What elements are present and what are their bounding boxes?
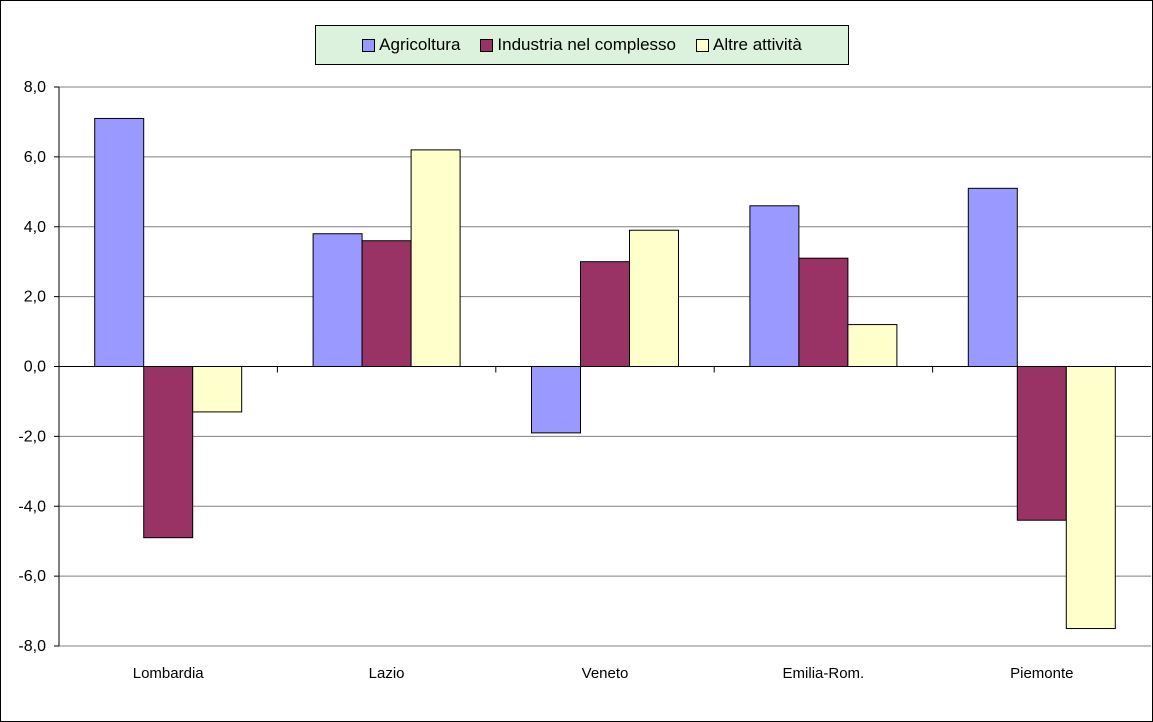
y-tick-label: -4,0 (18, 498, 46, 515)
y-tick-label: 8,0 (24, 79, 46, 96)
bar-industria-nel-complesso-lazio (361, 240, 412, 368)
legend-swatch-industria (480, 38, 494, 52)
y-tick-label: 0,0 (24, 359, 46, 376)
legend-label-agricoltura: Agricoltura (379, 35, 461, 54)
legend-swatch-agricoltura (362, 38, 376, 52)
y-tick-label: 4,0 (24, 219, 46, 236)
bar-industria-nel-complesso-emilia-rom- (798, 257, 849, 368)
bar-altre-attivit--lombardia (192, 366, 243, 413)
bar-agricoltura-veneto (531, 366, 581, 434)
legend-item-altre: Altre attività (696, 35, 802, 55)
bar-agricoltura-piemonte (967, 187, 1018, 367)
legend-label-altre: Altre attività (713, 35, 802, 54)
y-tick-label: 6,0 (24, 149, 46, 166)
bar-agricoltura-lazio (312, 233, 363, 367)
x-category-label: Veneto (582, 665, 629, 682)
legend-label-industria: Industria nel complesso (497, 35, 677, 54)
bar-altre-attivit--piemonte (1065, 366, 1116, 630)
x-category-label: Piemonte (1010, 665, 1073, 682)
bar-industria-nel-complesso-veneto (580, 261, 630, 367)
legend-item-agricoltura: Agricoltura (362, 35, 460, 55)
y-tick-label: -6,0 (18, 568, 46, 585)
x-category-label: Lazio (369, 665, 405, 682)
y-tick-label: 2,0 (24, 289, 46, 306)
bar-altre-attivit--emilia-rom- (847, 324, 898, 368)
bar-agricoltura-emilia-rom- (749, 205, 800, 367)
x-category-label: Emilia-Rom. (783, 665, 865, 682)
bar-altre-attivit--lazio (410, 149, 461, 367)
bar-industria-nel-complesso-lombardia (143, 366, 194, 539)
bar-industria-nel-complesso-piemonte (1016, 366, 1067, 521)
legend-swatch-altre (696, 38, 710, 52)
y-tick-label: -2,0 (18, 428, 46, 445)
bar-agricoltura-lombardia (94, 117, 145, 367)
bar-altre-attivit--veneto (629, 229, 679, 367)
legend: Agricoltura Industria nel complesso Altr… (315, 25, 849, 65)
legend-item-industria: Industria nel complesso (480, 35, 676, 55)
y-tick-label: -8,0 (18, 638, 46, 655)
x-category-label: Lombardia (133, 665, 205, 682)
